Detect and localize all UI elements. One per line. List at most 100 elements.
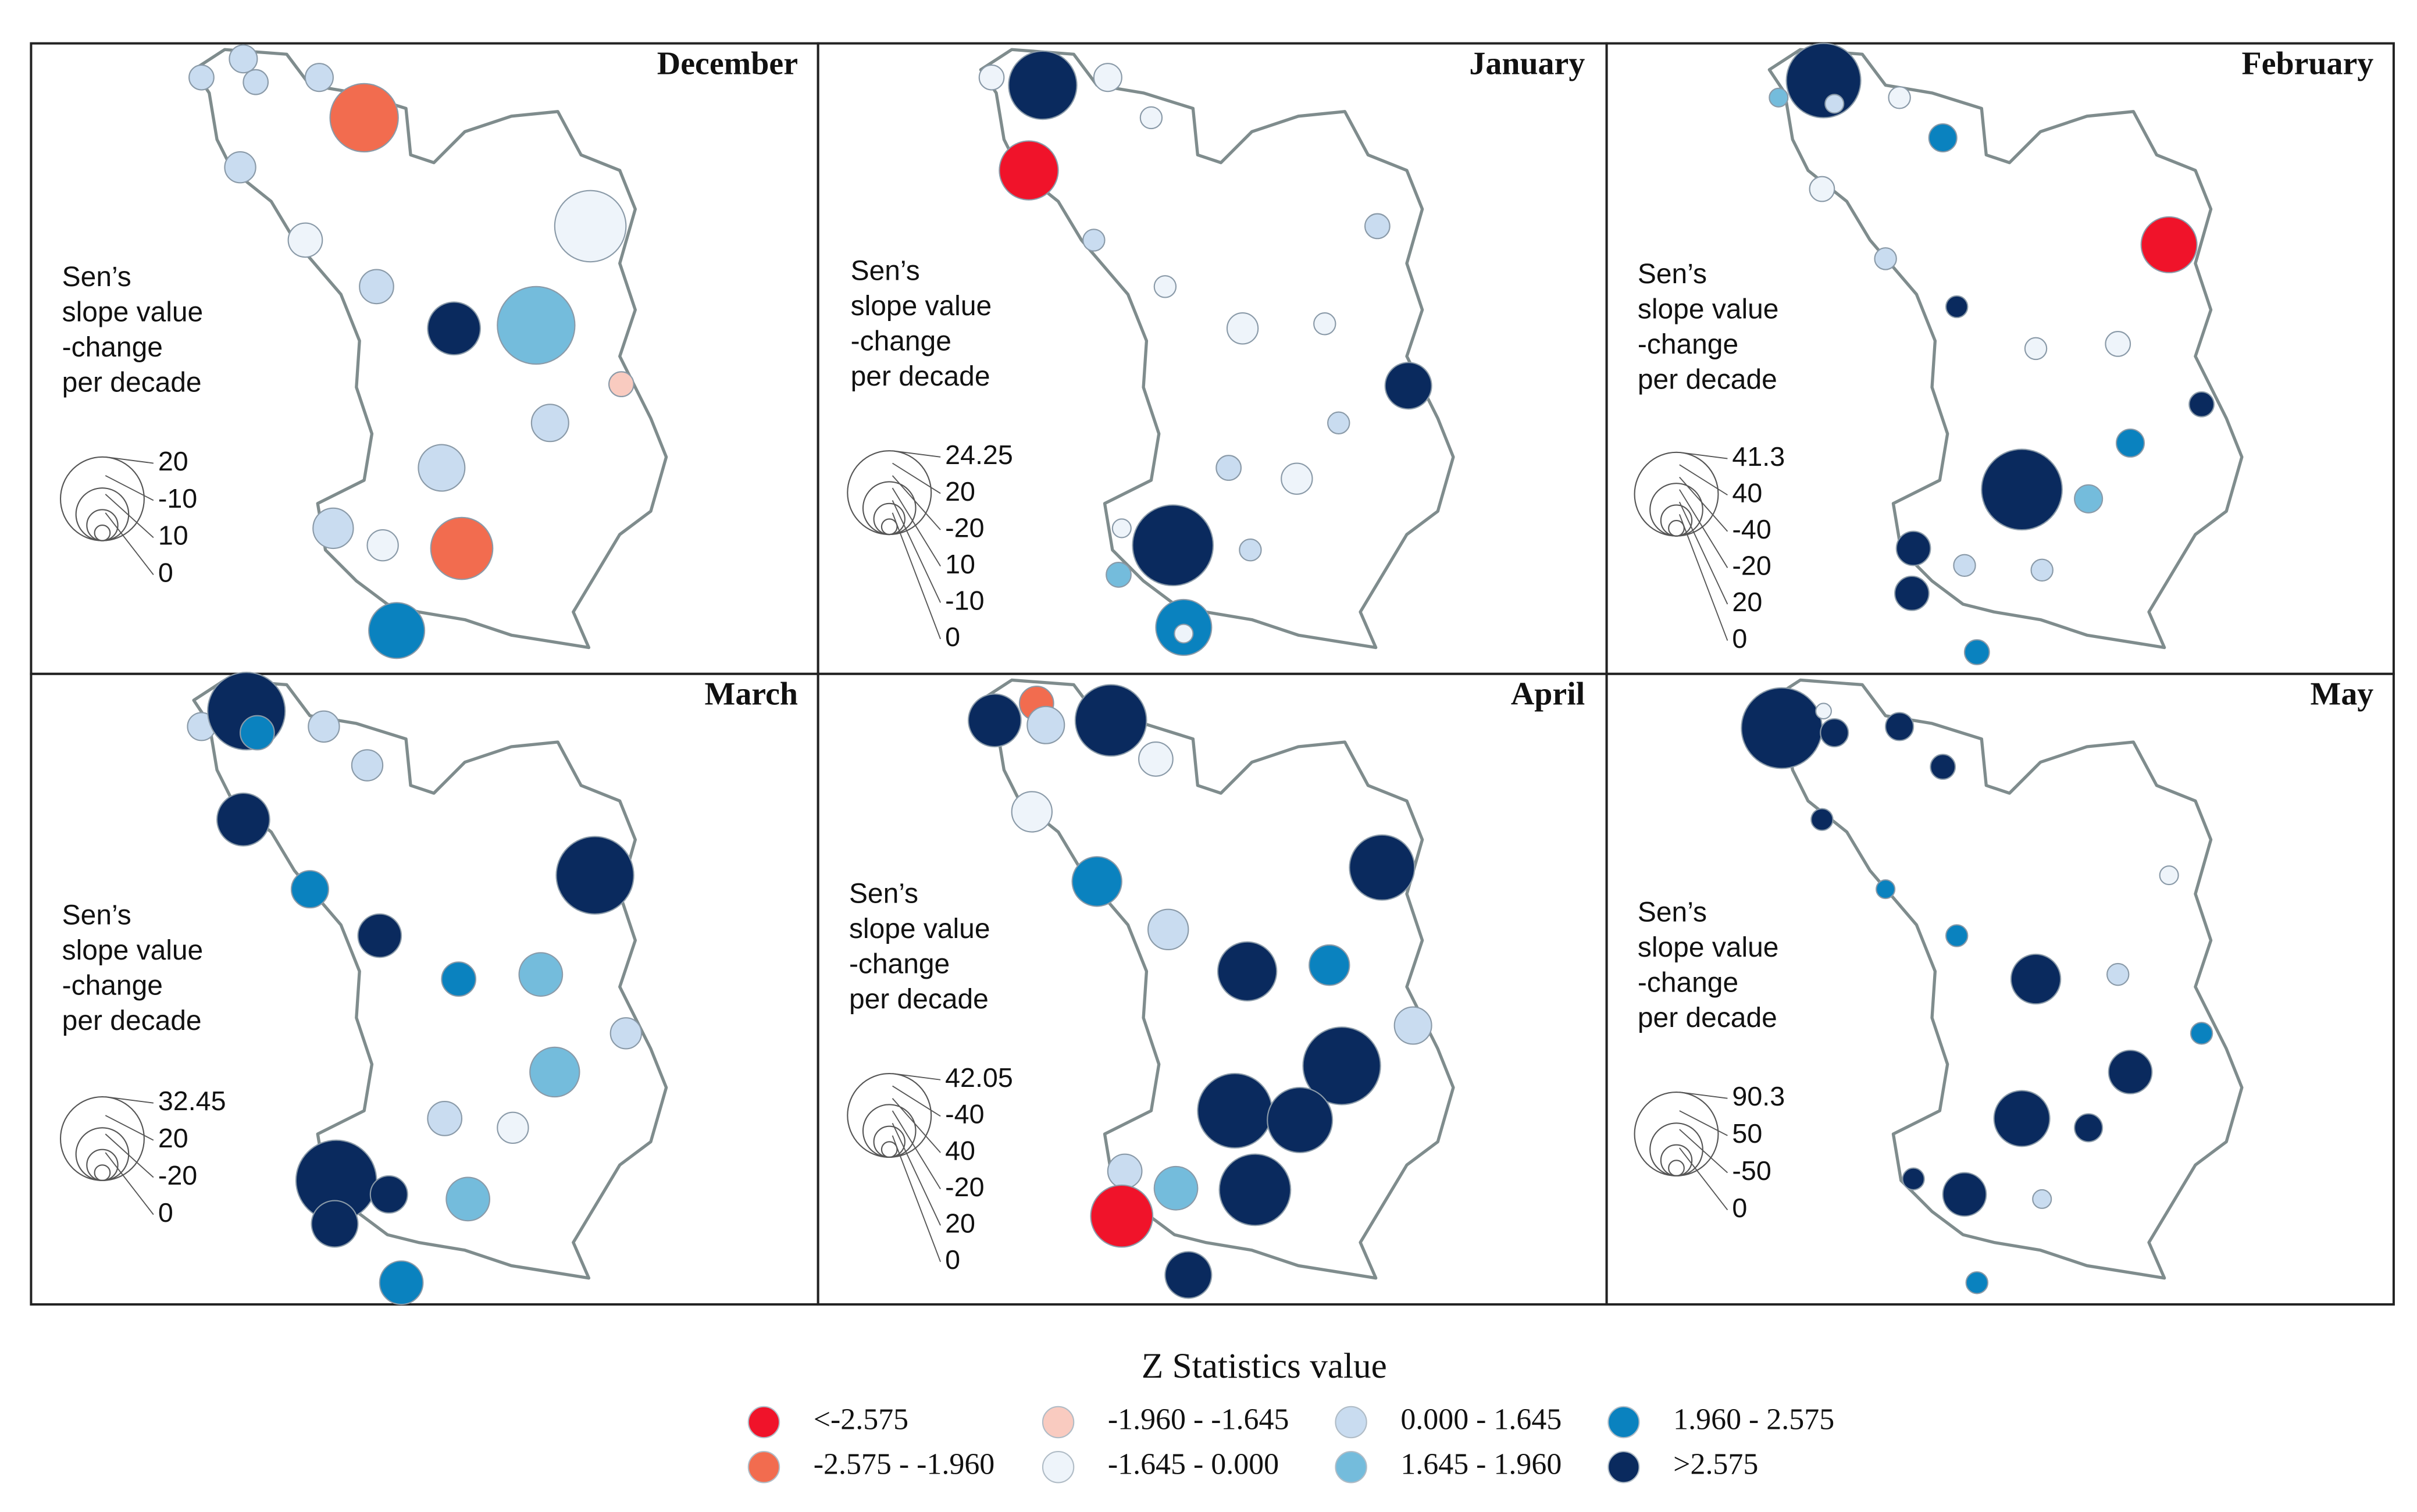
size-legend-label: 20 <box>945 476 975 507</box>
station-marker <box>1106 561 1132 588</box>
size-legend-title: slope value <box>1638 932 1779 963</box>
station-marker <box>2116 428 2145 458</box>
size-legend-title: Sen’s <box>851 256 920 287</box>
legend-swatch <box>1042 1406 1075 1439</box>
size-legend-leader <box>105 475 154 501</box>
station-marker <box>2030 558 2054 582</box>
station-marker <box>369 1175 408 1214</box>
panel-title: December <box>657 45 798 81</box>
size-legend-label: 20 <box>158 1123 188 1153</box>
panel-title: April <box>1511 676 1585 712</box>
station-marker <box>1239 538 1262 562</box>
station-marker <box>1313 312 1336 336</box>
size-legend-leader <box>105 494 154 539</box>
legend-label: -1.960 - -1.645 <box>1108 1403 1289 1436</box>
station-marker <box>1153 275 1177 298</box>
size-legend-label: -20 <box>945 512 984 543</box>
legend-swatch <box>1607 1451 1640 1484</box>
size-legend-label: -10 <box>945 586 984 616</box>
size-legend-leader <box>1679 476 1728 532</box>
size-legend-leader <box>1679 1110 1728 1136</box>
station-marker <box>1197 1073 1273 1149</box>
station-marker <box>518 952 564 997</box>
legend-swatch <box>1042 1451 1075 1484</box>
station-marker <box>430 516 494 580</box>
station-marker <box>308 710 340 743</box>
station-marker <box>1928 123 1958 153</box>
size-legend-title: per decade <box>1638 1003 1777 1033</box>
size-legend-leader <box>1679 1129 1728 1174</box>
legend-label: 1.960 - 2.575 <box>1673 1403 1834 1436</box>
station-marker <box>1945 295 1969 319</box>
station-marker <box>2159 865 2179 886</box>
size-legend-title: Sen’s <box>849 878 918 909</box>
size-legend-leader <box>1679 489 1728 568</box>
size-legend-label: 10 <box>945 549 975 579</box>
size-legend-title: per decade <box>62 1005 202 1036</box>
map-panel: April Sen’s slope value -change per decade 42… <box>817 672 1608 1306</box>
size-legend-title: -change <box>1638 329 1738 360</box>
size-legend-leader <box>892 487 941 567</box>
size-legend-leader <box>892 512 942 640</box>
station-marker <box>188 64 215 91</box>
station-marker <box>968 693 1022 748</box>
size-legend-title: -change <box>62 332 163 363</box>
station-marker <box>2188 391 2215 418</box>
legend-label: >2.575 <box>1673 1448 1758 1481</box>
station-marker <box>1302 1026 1381 1106</box>
station-marker <box>368 602 426 659</box>
size-legend-title: slope value <box>851 291 992 322</box>
station-marker <box>329 83 399 153</box>
panel-title: May <box>2311 676 2374 712</box>
size-legend-label: 0 <box>1732 623 1747 654</box>
size-legend-label: 0 <box>158 1197 173 1228</box>
station-marker <box>1218 1153 1292 1226</box>
size-legend-title: Sen’s <box>62 262 131 293</box>
size-legend-leader <box>892 1122 941 1226</box>
station-marker <box>357 913 402 958</box>
station-marker <box>1139 106 1163 130</box>
size-legend-label: 32.45 <box>158 1086 226 1116</box>
legend-label: -2.575 - -1.960 <box>814 1448 995 1481</box>
station-marker <box>1930 754 1956 780</box>
size-legend-label: 10 <box>158 520 188 551</box>
size-legend-label: 90.3 <box>1732 1081 1785 1111</box>
station-marker <box>1174 623 1194 644</box>
station-marker <box>1138 741 1174 777</box>
map-panel: March Sen’s slope value -change per decade 32… <box>30 672 819 1306</box>
station-marker <box>2106 962 2130 986</box>
size-legend-label: 40 <box>1732 477 1762 508</box>
station-marker <box>497 1111 529 1144</box>
station-marker <box>1963 639 1990 665</box>
size-legend-leader <box>105 1152 154 1215</box>
size-legend-label: 0 <box>945 1244 960 1275</box>
station-marker <box>2074 1113 2104 1143</box>
size-legend-title: slope value <box>62 935 204 966</box>
size-legend-leader <box>1678 501 1728 605</box>
station-marker <box>497 286 576 365</box>
size-legend-title: Sen’s <box>1638 259 1707 290</box>
station-marker <box>608 371 634 398</box>
size-legend-label: 20 <box>945 1208 975 1238</box>
size-legend-label: -10 <box>158 483 197 513</box>
size-legend-label: 0 <box>1732 1193 1747 1223</box>
station-marker <box>1011 791 1053 833</box>
station-marker <box>2032 1189 2052 1209</box>
station-marker <box>555 836 634 915</box>
size-legend-title: per decade <box>1638 364 1777 395</box>
station-marker <box>290 870 329 909</box>
legend-label: <-2.575 <box>814 1403 908 1436</box>
legend-swatch <box>747 1406 780 1439</box>
station-marker <box>1393 1006 1432 1045</box>
size-legend-circle <box>94 525 111 541</box>
station-marker <box>1384 362 1432 410</box>
station-marker <box>2140 216 2198 273</box>
station-marker <box>1945 924 1969 947</box>
station-marker <box>978 64 1005 91</box>
station-marker <box>1981 448 2063 531</box>
station-marker <box>1894 575 1930 611</box>
size-legend-leader <box>1679 1092 1728 1099</box>
station-marker <box>2010 953 2062 1005</box>
station-marker <box>1809 176 1835 202</box>
